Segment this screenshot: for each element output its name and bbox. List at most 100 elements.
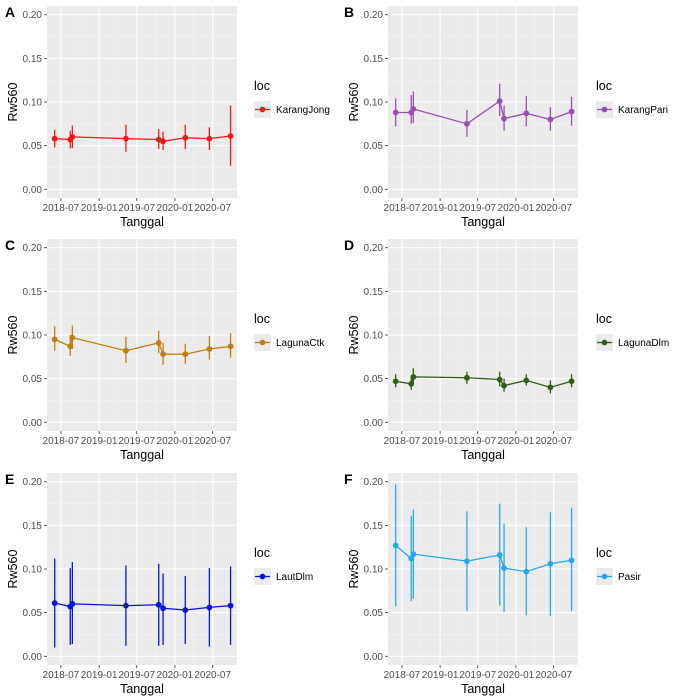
y-tick-label: 0.05 (23, 141, 43, 152)
data-point (227, 343, 234, 350)
panel-label: A (5, 4, 15, 20)
x-tick-label: 2019-01 (81, 436, 118, 447)
data-point (523, 568, 530, 575)
data-point (392, 542, 399, 549)
data-point (155, 339, 162, 346)
data-point (392, 378, 399, 385)
y-axis-title: Rw560 (347, 83, 361, 122)
x-axis-title: Tanggal (120, 448, 164, 462)
y-tick-label: 0.15 (364, 287, 384, 298)
x-tick-label: 2020-07 (535, 436, 572, 447)
y-tick-label: 0.15 (23, 521, 43, 532)
data-point (547, 560, 554, 567)
legend-entry: LagunaDlm (618, 338, 669, 349)
data-point (464, 120, 470, 127)
y-tick-label: 0.20 (364, 477, 384, 488)
legend-title: loc (254, 79, 270, 93)
data-point (182, 351, 189, 358)
x-tick-label: 2020-01 (498, 436, 535, 447)
x-tick-label: 2019-07 (459, 203, 496, 214)
legend-title: loc (596, 79, 612, 93)
legend-key-point (259, 339, 266, 346)
x-axis-title: Tanggal (461, 682, 505, 696)
y-tick-label: 0.10 (364, 331, 384, 342)
y-tick-label: 0.00 (23, 418, 43, 429)
x-tick-label: 2020-01 (157, 203, 194, 214)
x-tick-label: 2019-07 (118, 203, 155, 214)
legend-entry: LagunaCtk (276, 338, 325, 349)
data-point (123, 347, 129, 354)
data-point (51, 600, 58, 606)
x-tick-label: 2018-07 (384, 436, 421, 447)
data-point (547, 116, 554, 123)
x-tick-label: 2019-01 (81, 670, 118, 681)
y-tick-label: 0.20 (23, 477, 43, 488)
y-tick-label: 0.10 (23, 331, 43, 342)
data-point (496, 376, 503, 383)
y-tick-label: 0.00 (364, 652, 384, 663)
data-point (206, 135, 213, 142)
legend-key-point (601, 339, 608, 346)
panel-f: 0.00 0.05 0.10 0.15 0.20 2018-07 2019-01 2019-0… (344, 471, 641, 696)
data-point (523, 377, 530, 384)
y-tick-label: 0.00 (364, 185, 384, 196)
x-tick-label: 2018-07 (43, 203, 80, 214)
data-point (410, 373, 417, 380)
data-point (69, 334, 76, 341)
x-tick-label: 2020-07 (194, 203, 231, 214)
y-tick-label: 0.05 (364, 608, 384, 619)
y-tick-label: 0.15 (364, 521, 384, 532)
x-tick-label: 2019-01 (81, 203, 118, 214)
data-point (206, 346, 213, 352)
x-tick-label: 2019-07 (459, 436, 496, 447)
x-tick-label: 2020-01 (157, 436, 194, 447)
panel-label: E (5, 471, 14, 487)
data-point (568, 557, 575, 564)
data-point (547, 384, 554, 391)
data-point (227, 133, 234, 139)
x-tick-label: 2020-01 (498, 203, 535, 214)
data-point (464, 558, 470, 565)
data-point (501, 565, 507, 572)
y-tick-label: 0.10 (23, 98, 43, 109)
data-point (160, 351, 166, 358)
data-point (523, 110, 530, 117)
data-point (568, 378, 575, 385)
legend-entry: KarangPari (618, 105, 668, 116)
x-axis-title: Tanggal (461, 215, 505, 229)
x-tick-label: 2019-01 (422, 670, 459, 681)
x-tick-label: 2020-07 (194, 436, 231, 447)
data-point (392, 109, 399, 116)
y-tick-label: 0.20 (364, 10, 384, 21)
x-tick-label: 2018-07 (43, 670, 80, 681)
data-point (69, 134, 76, 140)
legend-key-point (601, 106, 608, 113)
y-tick-label: 0.00 (23, 652, 43, 663)
data-point (408, 380, 415, 387)
data-point (123, 602, 129, 609)
x-tick-label: 2019-01 (422, 203, 459, 214)
y-tick-label: 0.20 (23, 10, 43, 21)
x-tick-label: 2018-07 (384, 203, 421, 214)
data-point (155, 601, 162, 608)
legend-title: loc (596, 312, 612, 326)
data-point (501, 382, 507, 389)
x-tick-label: 2019-07 (459, 670, 496, 681)
panel-label: B (344, 4, 354, 20)
panel-label: C (5, 237, 15, 253)
x-tick-label: 2019-07 (118, 670, 155, 681)
data-point (69, 601, 76, 607)
x-axis-title: Tanggal (120, 682, 164, 696)
y-axis-title: Rw560 (6, 316, 20, 355)
x-tick-label: 2019-07 (118, 436, 155, 447)
panel-label: D (344, 237, 354, 253)
data-point (182, 607, 189, 613)
legend-entry: LautDlm (276, 572, 313, 583)
data-point (182, 134, 189, 141)
y-tick-label: 0.05 (23, 608, 43, 619)
x-axis-title: Tanggal (120, 215, 164, 229)
data-point (408, 555, 415, 562)
panel-d: 0.00 0.05 0.10 0.15 0.20 2018-07 2019-01 2019-0… (344, 237, 669, 462)
x-tick-label: 2020-07 (535, 203, 572, 214)
y-tick-label: 0.15 (23, 54, 43, 65)
